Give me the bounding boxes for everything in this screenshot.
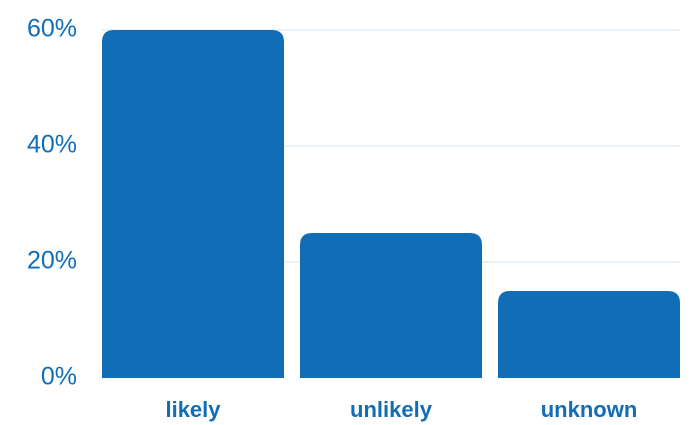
y-tick-label: 40% bbox=[27, 131, 77, 159]
x-tick-label-unknown: unknown bbox=[541, 397, 638, 422]
x-tick-label-likely: likely bbox=[165, 397, 221, 422]
y-tick-label: 20% bbox=[27, 247, 77, 275]
y-tick-label: 0% bbox=[41, 363, 77, 391]
x-axis-tick-labels: likely unlikely unknown bbox=[165, 397, 637, 422]
bars bbox=[102, 30, 680, 378]
bar-unlikely bbox=[300, 233, 482, 378]
y-axis-tick-labels: 0% 20% 40% 60% bbox=[27, 15, 77, 391]
x-tick-label-unlikely: unlikely bbox=[350, 397, 433, 422]
y-tick-label: 60% bbox=[27, 15, 77, 43]
bar-likely bbox=[102, 30, 284, 378]
bar-unknown bbox=[498, 291, 680, 378]
